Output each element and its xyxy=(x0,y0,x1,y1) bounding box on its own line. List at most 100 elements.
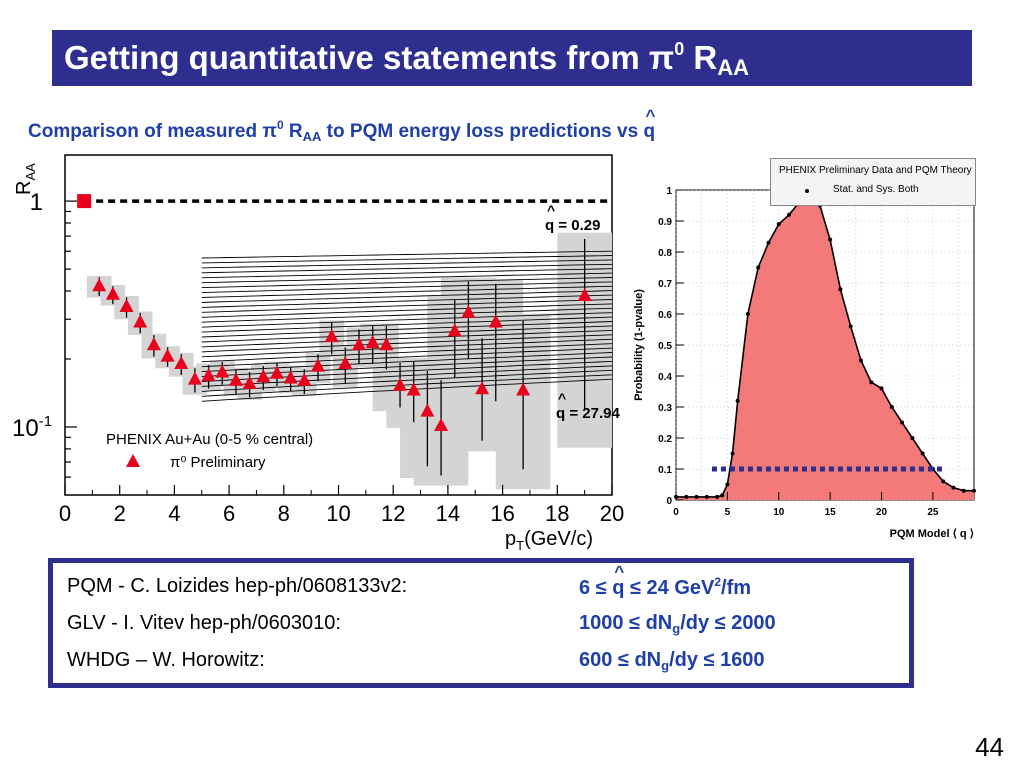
y-tick-label-1: 1 xyxy=(30,189,43,216)
data-point-triangle xyxy=(352,337,367,351)
prob-point xyxy=(961,488,966,493)
prob-x-tick-label: 25 xyxy=(927,507,939,518)
x-tick-label: 0 xyxy=(59,501,71,526)
prob-point xyxy=(704,494,709,499)
prob-area-fill xyxy=(676,190,974,500)
reference-label-glv: GLV - I. Vitev hep-ph/0603010: xyxy=(67,612,341,634)
reference-value-glv: 1000 ≤ dNg/dy ≤ 2000 xyxy=(579,612,776,636)
data-point-triangle xyxy=(447,323,462,337)
prob-point xyxy=(920,451,925,456)
pqm-curve xyxy=(201,325,613,343)
pqm-curve xyxy=(201,268,613,279)
prob-y-tick-label: 0.5 xyxy=(658,341,672,352)
data-point-triangle xyxy=(201,368,216,382)
x-tick-label: 12 xyxy=(381,501,405,526)
raa-legend-line2: π⁰ Preliminary xyxy=(170,454,266,471)
x-tick-label: 6 xyxy=(223,501,235,526)
pqm-curve xyxy=(201,294,613,308)
data-point-triangle xyxy=(146,337,161,351)
prob-y-tick-label: 0.3 xyxy=(658,403,672,414)
pqm-curve xyxy=(201,259,613,269)
annotation-hat-top: ^ xyxy=(547,202,555,218)
prob-point xyxy=(735,398,740,403)
prob-y-tick-label: 0.4 xyxy=(658,372,672,383)
reference-value-whdg: 600 ≤ dNg/dy ≤ 1600 xyxy=(579,649,765,673)
pqm-curve xyxy=(201,334,613,353)
pqm-curve xyxy=(201,303,613,318)
page-number: 44 xyxy=(975,732,1004,762)
prob-y-axis-label: Probability (1-pvalue) xyxy=(633,289,645,401)
pqm-curve xyxy=(201,329,613,348)
data-point-triangle xyxy=(283,370,298,384)
prob-point xyxy=(838,287,843,292)
data-point-triangle xyxy=(105,286,120,300)
data-point-triangle xyxy=(242,376,257,390)
pqm-curve xyxy=(201,343,613,363)
x-tick-label: 16 xyxy=(490,501,514,526)
prob-point xyxy=(715,494,720,499)
pqm-curve xyxy=(201,255,613,264)
data-point-triangle xyxy=(379,337,394,351)
x-tick-label: 14 xyxy=(436,501,460,526)
data-point-triangle xyxy=(420,403,435,417)
x-tick-label: 10 xyxy=(326,501,350,526)
data-point-triangle xyxy=(228,372,243,386)
prob-x-tick-label: 5 xyxy=(725,507,731,518)
data-point-triangle xyxy=(215,364,230,378)
pqm-curve xyxy=(201,321,613,338)
prob-point xyxy=(720,493,725,498)
data-point-triangle xyxy=(92,278,107,292)
pqm-curve xyxy=(201,352,613,373)
prob-point xyxy=(725,482,730,487)
x-tick-label: 4 xyxy=(168,501,180,526)
data-point-triangle xyxy=(338,356,353,370)
prob-point xyxy=(848,324,853,329)
prob-point xyxy=(869,380,874,385)
raa-legend-marker xyxy=(126,454,140,467)
data-point-triangle xyxy=(256,369,271,383)
reference-label-pqm: PQM - C. Loizides hep-ph/0608133v2: xyxy=(67,575,408,597)
data-point-triangle xyxy=(324,329,339,343)
prob-x-tick-label: 10 xyxy=(773,507,785,518)
reference-label-whdg: WHDG – W. Horowitz: xyxy=(67,649,265,671)
prob-x-tick-label: 15 xyxy=(825,507,837,518)
prob-y-tick-label: 0.1 xyxy=(658,465,672,476)
pqm-legend-marker xyxy=(805,189,809,193)
pqm-curve xyxy=(201,281,613,294)
prob-point xyxy=(951,485,956,490)
prob-point xyxy=(858,358,863,363)
prob-point xyxy=(684,494,689,499)
prob-y-tick-label: 0.7 xyxy=(658,279,672,290)
data-point-triangle xyxy=(475,381,490,395)
pqm-legend-entry: Stat. and Sys. Both xyxy=(833,184,919,195)
data-point-triangle xyxy=(393,377,408,391)
annotation-hat-bottom: ^ xyxy=(558,390,566,406)
prob-point xyxy=(730,451,735,456)
prob-point xyxy=(787,212,792,217)
references-box: PQM - C. Loizides hep-ph/0608133v2: 6 ≤ … xyxy=(48,558,914,688)
pqm-curve xyxy=(201,369,613,392)
pqm-curve xyxy=(201,365,613,387)
x-tick-label: 20 xyxy=(600,501,624,526)
raa-x-axis-label: pT(GeV/c) xyxy=(505,528,593,553)
pqm-curve xyxy=(201,338,613,358)
data-point-triangle xyxy=(406,382,421,396)
pqm-curve xyxy=(201,272,613,284)
pqm-legend: PHENIX Preliminary Data and PQM Theory S… xyxy=(770,158,976,206)
annotation-qhat-bottom: q = 27.94 xyxy=(556,405,620,422)
prob-point xyxy=(900,420,905,425)
slide-subtitle: Comparison of measured π0 RAA to PQM ene… xyxy=(28,106,655,144)
x-tick-label: 18 xyxy=(545,501,569,526)
prob-point xyxy=(745,312,750,316)
pqm-curve xyxy=(201,356,613,378)
data-point-triangle xyxy=(269,365,284,379)
prob-x-tick-label: 0 xyxy=(673,507,679,518)
prob-y-tick-label: 0.8 xyxy=(658,248,672,259)
x-tick-label: 2 xyxy=(114,501,126,526)
prob-point xyxy=(756,265,761,270)
pqm-curve xyxy=(201,307,613,323)
raa-y-axis-label: RAA xyxy=(13,163,38,195)
pqm-curve xyxy=(201,378,613,402)
prob-x-axis-label: PQM Model ⟨ q ⟩ xyxy=(890,528,974,540)
data-point-triangle xyxy=(310,358,325,372)
